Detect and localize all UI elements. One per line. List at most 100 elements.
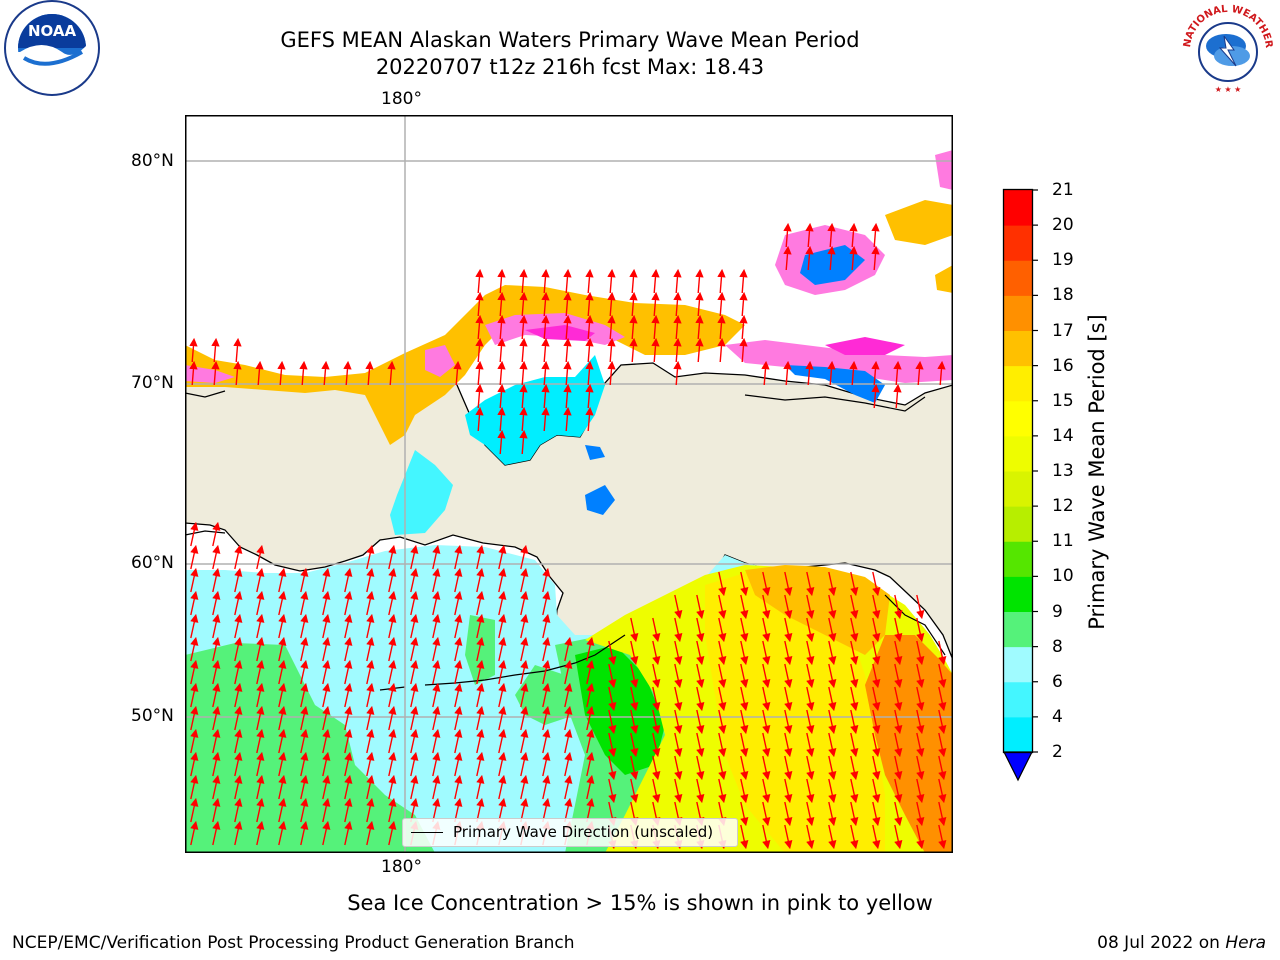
wave-arrow — [586, 636, 595, 662]
wave-arrow — [652, 755, 661, 781]
wave-arrow — [762, 755, 771, 781]
colorbar-segment — [1004, 646, 1032, 683]
wave-arrow — [234, 590, 243, 616]
colorbar-tick-label: 4 — [1052, 706, 1063, 727]
wave-arrow — [278, 659, 287, 685]
wave-arrow — [476, 705, 485, 731]
wave-arrow — [916, 778, 925, 804]
wave-arrow — [652, 617, 661, 643]
colorbar-label: Primary Wave Mean Period [s] — [1085, 314, 1109, 630]
wave-arrow — [497, 291, 506, 317]
colorbar-tick-label: 17 — [1052, 320, 1074, 341]
wave-arrow — [432, 659, 441, 685]
wave-arrow — [805, 360, 814, 386]
wave-arrow — [806, 755, 815, 781]
colorbar-segment — [1004, 681, 1032, 718]
wave-arrow — [894, 663, 903, 689]
wave-arrow — [476, 682, 485, 708]
wave-arrow — [696, 709, 705, 735]
wave-arrow — [806, 778, 815, 804]
wave-arrow — [894, 801, 903, 827]
wave-arrow — [344, 751, 353, 777]
wave-arrow — [630, 686, 639, 712]
wave-arrow — [212, 774, 221, 800]
wave-arrow — [608, 686, 617, 712]
wave-arrow — [366, 590, 375, 616]
colorbar-tick-label: 21 — [1052, 180, 1074, 200]
wave-arrow — [476, 728, 485, 754]
wave-arrow — [542, 590, 551, 616]
wave-arrow — [278, 613, 287, 639]
wave-arrow — [740, 571, 749, 597]
wave-arrow — [190, 820, 199, 846]
wave-arrow — [475, 383, 484, 409]
wave-arrow — [762, 709, 771, 735]
wave-arrow — [828, 778, 837, 804]
wave-arrow — [300, 659, 309, 685]
wave-arrow — [893, 360, 902, 386]
wave-arrow — [388, 682, 397, 708]
wave-arrow — [190, 544, 199, 570]
wave-arrow — [190, 682, 199, 708]
wave-arrow — [828, 571, 837, 597]
wave-arrow — [806, 663, 815, 689]
wave-arrow — [519, 291, 528, 317]
wave-arrow — [894, 594, 903, 620]
wave-arrow — [234, 820, 243, 846]
wave-arrow — [366, 820, 375, 846]
wave-arrow — [344, 705, 353, 731]
wave-arrow — [300, 705, 309, 731]
lat-label-50: 50°N — [131, 706, 174, 726]
wave-arrow — [519, 360, 528, 386]
wave-arrow — [432, 613, 441, 639]
wave-arrow — [872, 801, 881, 827]
wave-arrow — [256, 774, 265, 800]
wave-arrow — [564, 659, 573, 685]
wave-arrow — [872, 571, 881, 597]
wave-arrow — [344, 636, 353, 662]
colorbar-segment — [1004, 541, 1032, 577]
wave-arrow — [388, 659, 397, 685]
wave-arrow — [916, 640, 925, 666]
wave-arrow — [784, 686, 793, 712]
wave-arrow — [894, 709, 903, 735]
wave-arrow — [189, 337, 198, 363]
footer-host: Hera — [1225, 933, 1266, 953]
lat-label-70: 70°N — [131, 373, 174, 393]
wave-arrow — [585, 291, 594, 317]
wave-arrow — [234, 613, 243, 639]
wave-arrow — [740, 801, 749, 827]
wave-arrow — [718, 709, 727, 735]
wave-arrow — [321, 360, 330, 386]
wave-arrow — [563, 360, 572, 386]
wave-arrow — [322, 705, 331, 731]
wave-arrow — [300, 774, 309, 800]
wave-arrow — [872, 709, 881, 735]
wave-arrow — [366, 705, 375, 731]
wave-arrow — [519, 429, 528, 455]
wave-arrow — [497, 360, 506, 386]
wave-arrow — [300, 613, 309, 639]
wave-arrow — [894, 640, 903, 666]
wave-arrow — [541, 314, 550, 340]
coastline-details — [185, 390, 946, 691]
wave-arrow — [696, 778, 705, 804]
wave-arrow — [608, 732, 617, 758]
wave-arrow — [607, 337, 616, 363]
wave-arrow — [718, 571, 727, 597]
colorbar-segment — [1004, 435, 1032, 472]
wave-arrow — [607, 360, 616, 386]
wave-arrow — [784, 640, 793, 666]
wave-arrow — [542, 567, 551, 593]
chart-title: GEFS MEAN Alaskan Waters Primary Wave Me… — [280, 28, 860, 52]
wave-arrow — [497, 268, 506, 294]
wave-arrow — [212, 613, 221, 639]
wave-arrow — [322, 751, 331, 777]
wave-arrow — [850, 640, 859, 666]
wave-arrow — [695, 291, 704, 317]
chart-subtitle: 20220707 t12z 216h fcst Max: 18.43 — [375, 55, 765, 79]
wave-arrow — [585, 314, 594, 340]
wave-arrow — [762, 801, 771, 827]
wave-arrow — [806, 571, 815, 597]
wave-arrow — [850, 755, 859, 781]
